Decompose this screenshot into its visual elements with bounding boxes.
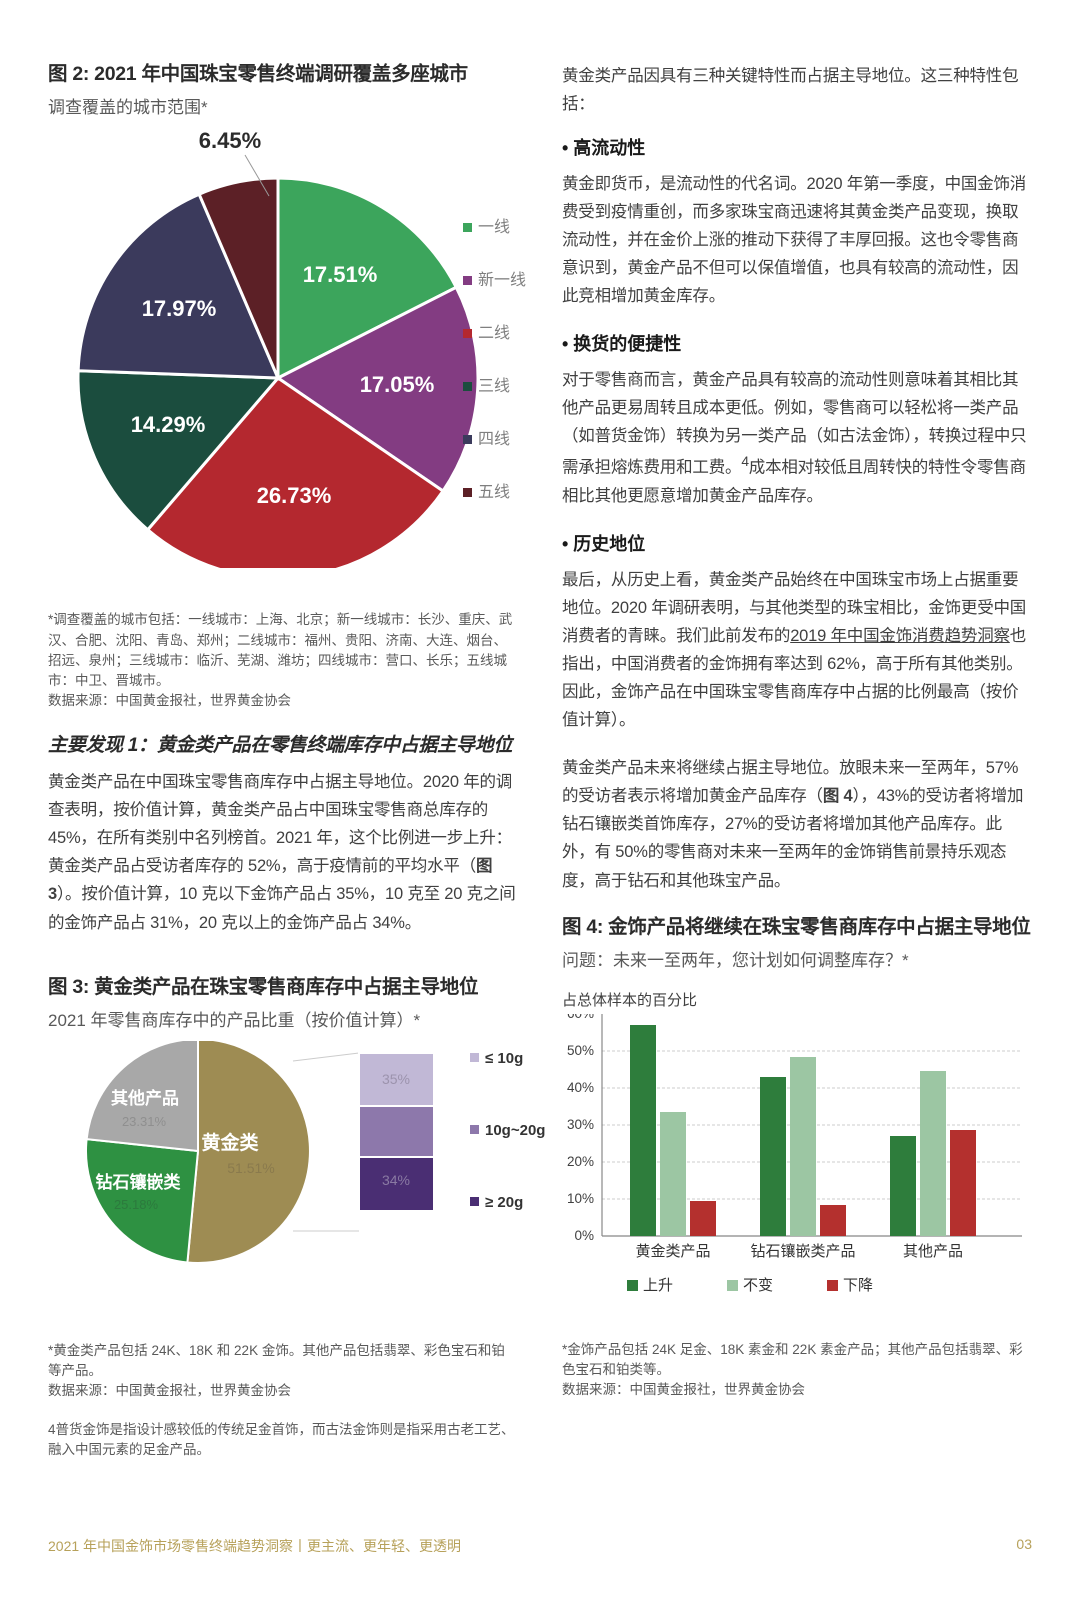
- svg-text:钻石镶嵌类产品: 钻石镶嵌类产品: [750, 1242, 855, 1260]
- svg-text:10%: 10%: [567, 1191, 594, 1206]
- svg-text:0%: 0%: [574, 1228, 594, 1243]
- svg-text:40%: 40%: [567, 1080, 594, 1095]
- svg-text:25.18%: 25.18%: [114, 1197, 159, 1212]
- svg-text:≥ 20g: ≥ 20g: [485, 1194, 523, 1211]
- svg-text:≤ 10g: ≤ 10g: [485, 1050, 523, 1067]
- svg-text:26.73%: 26.73%: [257, 483, 332, 508]
- svg-text:50%: 50%: [567, 1043, 594, 1058]
- svg-text:10g~20g: 10g~20g: [485, 1122, 545, 1139]
- svg-text:下降: 下降: [843, 1277, 873, 1294]
- svg-text:其他产品: 其他产品: [903, 1243, 963, 1260]
- svg-text:35%: 35%: [382, 1071, 410, 1087]
- svg-text:30%: 30%: [567, 1117, 594, 1132]
- svg-text:14.29%: 14.29%: [131, 412, 206, 437]
- svg-text:不变: 不变: [743, 1277, 773, 1294]
- svg-text:23.31%: 23.31%: [122, 1114, 167, 1129]
- svg-text:黄金类: 黄金类: [201, 1131, 258, 1154]
- svg-text:17.97%: 17.97%: [142, 296, 217, 321]
- svg-text:51.51%: 51.51%: [227, 1160, 274, 1176]
- svg-text:17.51%: 17.51%: [303, 262, 378, 287]
- svg-text:黄金类产品: 黄金类产品: [635, 1243, 710, 1260]
- svg-text:17.05%: 17.05%: [360, 372, 435, 397]
- svg-text:6.45%: 6.45%: [199, 128, 261, 153]
- svg-text:20%: 20%: [567, 1154, 594, 1169]
- svg-text:其他产品: 其他产品: [111, 1088, 179, 1108]
- svg-text:60%: 60%: [567, 1014, 594, 1021]
- svg-text:34%: 34%: [382, 1172, 410, 1188]
- svg-text:上升: 上升: [643, 1277, 673, 1294]
- svg-text:钻石镶嵌类: 钻石镶嵌类: [96, 1172, 182, 1192]
